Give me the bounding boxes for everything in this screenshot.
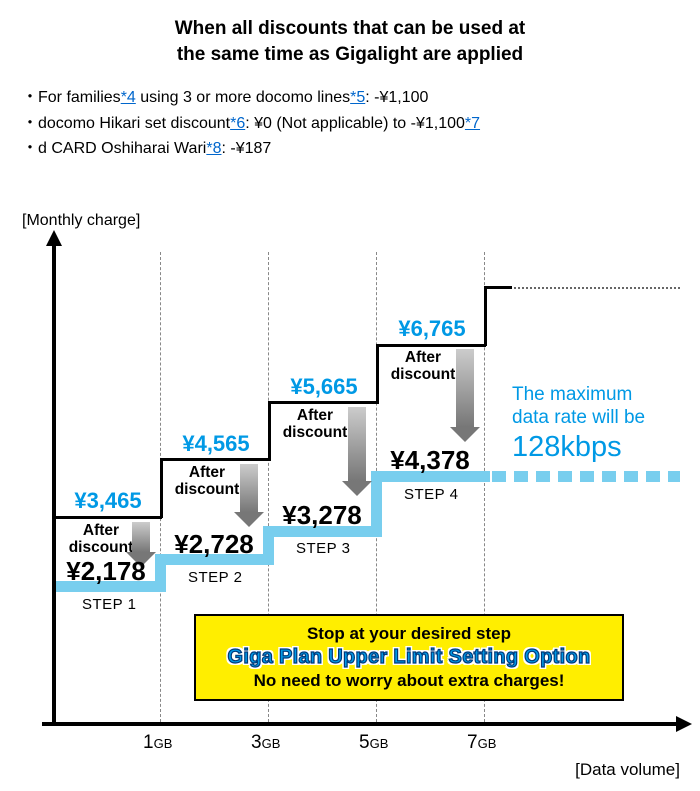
original-price: ¥3,465 — [62, 488, 154, 514]
y-axis-label: [Monthly charge] — [22, 212, 140, 230]
discounted-price: ¥2,728 — [160, 529, 268, 560]
x-axis — [42, 722, 680, 726]
callout-headline: Giga Plan Upper Limit Setting Option — [206, 644, 612, 671]
price-step-line — [160, 458, 270, 461]
step-label: STEP 1 — [82, 596, 136, 613]
down-arrow-icon — [234, 464, 264, 527]
discount-step-dash — [602, 471, 616, 482]
callout-line: No need to worry about extra charges! — [206, 671, 612, 691]
step-label: STEP 4 — [404, 486, 458, 503]
x-axis-arrow-icon — [676, 716, 692, 732]
callout-line: Stop at your desired step — [206, 624, 612, 644]
max-rate-note: The maximum data rate will be 128kbps — [512, 384, 645, 464]
discounted-price: ¥2,178 — [52, 556, 160, 587]
text: ・docomo Hikari set discount — [22, 115, 230, 132]
step-chart: ¥3,465 Afterdiscount ¥2,178 STEP 1 ¥4,56… — [20, 236, 680, 766]
step-label: STEP 3 — [296, 540, 350, 557]
discount-item: ・docomo Hikari set discount*6: ¥0 (Not a… — [22, 111, 700, 137]
discount-step-dash — [514, 471, 528, 482]
text: data rate will be — [512, 407, 645, 428]
footnote-link[interactable]: *7 — [465, 115, 480, 132]
discount-step-dash — [668, 471, 680, 482]
footnote-link[interactable]: *5 — [350, 89, 365, 106]
discounted-price: ¥3,278 — [268, 500, 376, 531]
text: : ¥0 (Not applicable) to -¥1,100 — [245, 115, 465, 132]
discount-step-dash — [492, 471, 506, 482]
footnote-link[interactable]: *8 — [206, 140, 221, 157]
text: ・For families — [22, 89, 121, 106]
down-arrow-icon — [342, 407, 372, 496]
original-price: ¥5,665 — [278, 374, 370, 400]
price-step-line — [484, 286, 487, 346]
title-line-2: the same time as Gigalight are applied — [177, 44, 523, 65]
x-tick: 5GB — [359, 732, 388, 754]
text: The maximum — [512, 384, 632, 405]
page-title: When all discounts that can be used at t… — [0, 16, 700, 67]
price-step-line — [484, 286, 512, 289]
discount-step-dash — [536, 471, 550, 482]
text: 128kbps — [512, 431, 622, 463]
original-price: ¥4,565 — [170, 431, 262, 457]
price-step-line — [160, 458, 163, 518]
discount-step-dash — [624, 471, 638, 482]
discount-step-dash — [646, 471, 660, 482]
text: ・d CARD Oshiharai Wari — [22, 140, 206, 157]
price-step-line — [56, 516, 162, 519]
price-step-line — [268, 401, 378, 404]
discount-step-dash — [558, 471, 572, 482]
text: : -¥1,100 — [365, 89, 428, 106]
text: using 3 or more docomo lines — [136, 89, 350, 106]
original-price: ¥6,765 — [386, 316, 478, 342]
after-discount-label: Afterdiscount — [280, 407, 350, 441]
footnote-link[interactable]: *4 — [121, 89, 136, 106]
discount-list: ・For families*4 using 3 or more docomo l… — [22, 85, 700, 162]
x-axis-label: [Data volume] — [575, 760, 680, 780]
callout-box: Stop at your desired step Giga Plan Uppe… — [194, 614, 624, 701]
x-tick: 3GB — [251, 732, 280, 754]
text: : -¥187 — [221, 140, 271, 157]
discounted-price: ¥4,378 — [376, 445, 484, 476]
y-axis-arrow-icon — [46, 230, 62, 246]
price-step-line — [376, 344, 379, 404]
title-line-1: When all discounts that can be used at — [175, 18, 526, 39]
footnote-link[interactable]: *6 — [230, 115, 245, 132]
discount-item: ・For families*4 using 3 or more docomo l… — [22, 85, 700, 111]
price-step-line — [376, 344, 486, 347]
after-discount-label: Afterdiscount — [172, 464, 242, 498]
step-label: STEP 2 — [188, 569, 242, 586]
x-tick: 1GB — [143, 732, 172, 754]
x-tick: 7GB — [467, 732, 496, 754]
after-discount-label: Afterdiscount — [388, 349, 458, 383]
down-arrow-icon — [450, 349, 480, 442]
dotted-extension — [486, 287, 680, 289]
y-axis — [52, 236, 56, 726]
discount-step-dash — [580, 471, 594, 482]
price-step-line — [268, 401, 271, 461]
discount-item: ・d CARD Oshiharai Wari*8: -¥187 — [22, 136, 700, 162]
